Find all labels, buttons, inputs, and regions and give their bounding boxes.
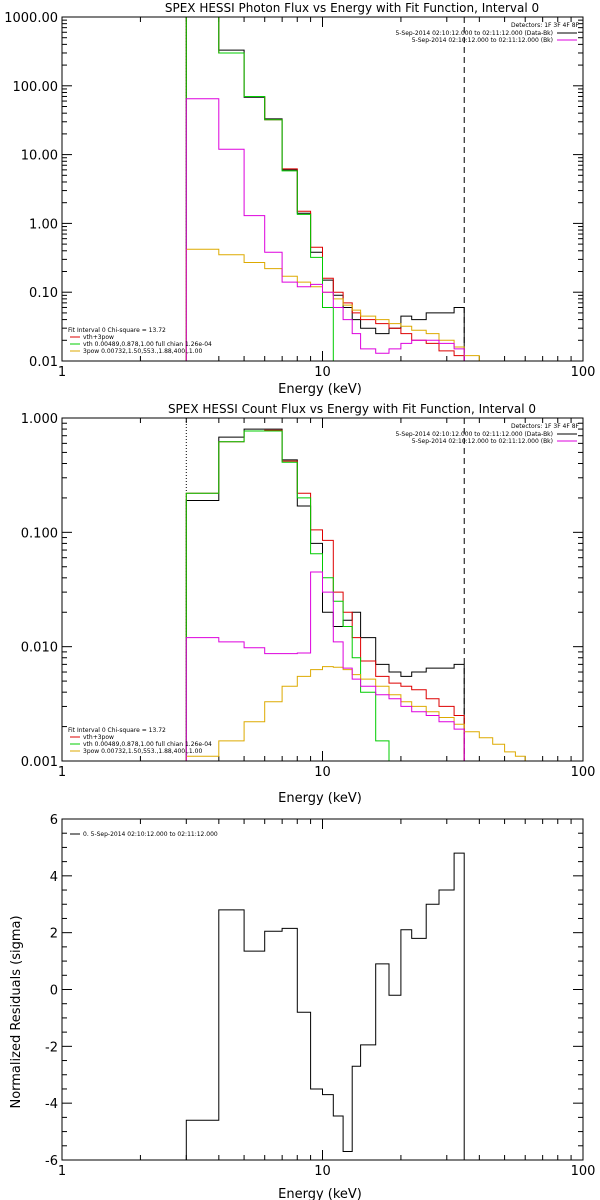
info-line-text: 5-Sep-2014 02:10:12.000 to 02:11:12.000 … bbox=[412, 37, 553, 44]
y-tick-label: 0.001 bbox=[21, 755, 58, 770]
legend-text: 0. 5-Sep-2014 02:10:12.000 to 02:11:12.0… bbox=[83, 831, 218, 838]
plot-frame bbox=[61, 818, 584, 1161]
count-flux-title: SPEX HESSI Count Flux vs Energy with Fit… bbox=[168, 402, 536, 416]
info-line-text: 5-Sep-2014 02:10:12.000 to 02:11:12.000 … bbox=[395, 431, 553, 438]
series-bpow-line bbox=[185, 666, 526, 761]
info-line-text: 5-Sep-2014 02:10:12.000 to 02:11:12.000 … bbox=[395, 30, 553, 37]
x-tick-label: 1 bbox=[58, 1164, 66, 1179]
legend-text: Fit Interval 0 Chi-square = 13.72 bbox=[68, 727, 166, 734]
y-tick-label: 2 bbox=[50, 927, 58, 942]
count-flux-xlabel: Energy (keV) bbox=[278, 791, 362, 806]
series-vth-line bbox=[185, 430, 390, 761]
x-tick-label: 10 bbox=[314, 365, 331, 380]
series-bkg-line bbox=[185, 98, 465, 361]
series-data-line bbox=[185, 852, 465, 1160]
series-bpow-line bbox=[185, 248, 493, 361]
series-data-line bbox=[185, 428, 465, 761]
x-tick-label: 10 bbox=[314, 765, 331, 780]
plot-frame bbox=[61, 417, 584, 762]
count-flux-panel: SPEX HESSI Count Flux vs Energy with Fit… bbox=[21, 402, 596, 806]
series-bkg-line bbox=[185, 571, 465, 761]
y-tick-label: 6 bbox=[50, 813, 58, 828]
series-vth-line bbox=[185, 17, 344, 361]
y-tick-label: 10.00 bbox=[21, 149, 58, 164]
y-tick-label: 4 bbox=[50, 870, 58, 885]
y-tick-label: 0.01 bbox=[29, 355, 58, 370]
x-tick-label: 1 bbox=[58, 765, 66, 780]
y-tick-label: 0.010 bbox=[21, 641, 58, 656]
y-tick-label: 100.00 bbox=[13, 80, 59, 95]
y-tick-label: 0.100 bbox=[21, 526, 58, 541]
plot-frame bbox=[61, 16, 584, 362]
info-line-text: 5-Sep-2014 02:10:12.000 to 02:11:12.000 … bbox=[412, 438, 553, 445]
y-tick-label: -4 bbox=[45, 1097, 58, 1112]
x-tick-label: 10 bbox=[314, 1164, 331, 1179]
photon-flux-panel: SPEX HESSI Photon Flux vs Energy with Fi… bbox=[4, 1, 595, 397]
y-tick-label: -2 bbox=[45, 1040, 58, 1055]
series-data-line bbox=[185, 17, 465, 361]
x-tick-label: 100 bbox=[571, 365, 596, 380]
x-tick-label: 100 bbox=[571, 765, 596, 780]
y-tick-label: 0.10 bbox=[29, 286, 58, 301]
detectors-label: Detectors: 1F 3F 4F 8F bbox=[511, 22, 580, 29]
detectors-label: Detectors: 1F 3F 4F 8F bbox=[511, 423, 580, 430]
photon-flux-xlabel: Energy (keV) bbox=[278, 382, 362, 397]
legend-text: vth+3pow bbox=[83, 734, 114, 741]
x-tick-label: 1 bbox=[58, 365, 66, 380]
legend-text: 3pow 0.00732,1.50,553.,1.88,400.,1.00 bbox=[83, 348, 202, 355]
y-tick-label: 0 bbox=[50, 984, 58, 999]
x-tick-label: 100 bbox=[571, 1164, 596, 1179]
residuals-xlabel: Energy (keV) bbox=[278, 1187, 362, 1200]
y-tick-label: 1.000 bbox=[21, 412, 58, 427]
legend-text: vth 0.00489,0.878,1.00 full chian 1.26e-… bbox=[83, 341, 212, 348]
y-tick-label: 1000.00 bbox=[4, 11, 58, 26]
residuals-panel: Energy (keV) Normalized Residuals (sigma… bbox=[9, 813, 595, 1200]
photon-flux-title: SPEX HESSI Photon Flux vs Energy with Fi… bbox=[165, 1, 539, 15]
legend-text: vth 0.00489,0.878,1.00 full chian 1.26e-… bbox=[83, 741, 212, 748]
legend-text: vth+3pow bbox=[83, 334, 114, 341]
legend-text: Fit Interval 0 Chi-square = 13.72 bbox=[68, 327, 166, 334]
y-tick-label: -6 bbox=[45, 1154, 58, 1169]
y-tick-label: 1.00 bbox=[29, 217, 58, 232]
legend-text: 3pow 0.00732,1.50,553.,1.88,400.,1.00 bbox=[83, 748, 202, 755]
residuals-ylabel: Normalized Residuals (sigma) bbox=[9, 915, 24, 1108]
